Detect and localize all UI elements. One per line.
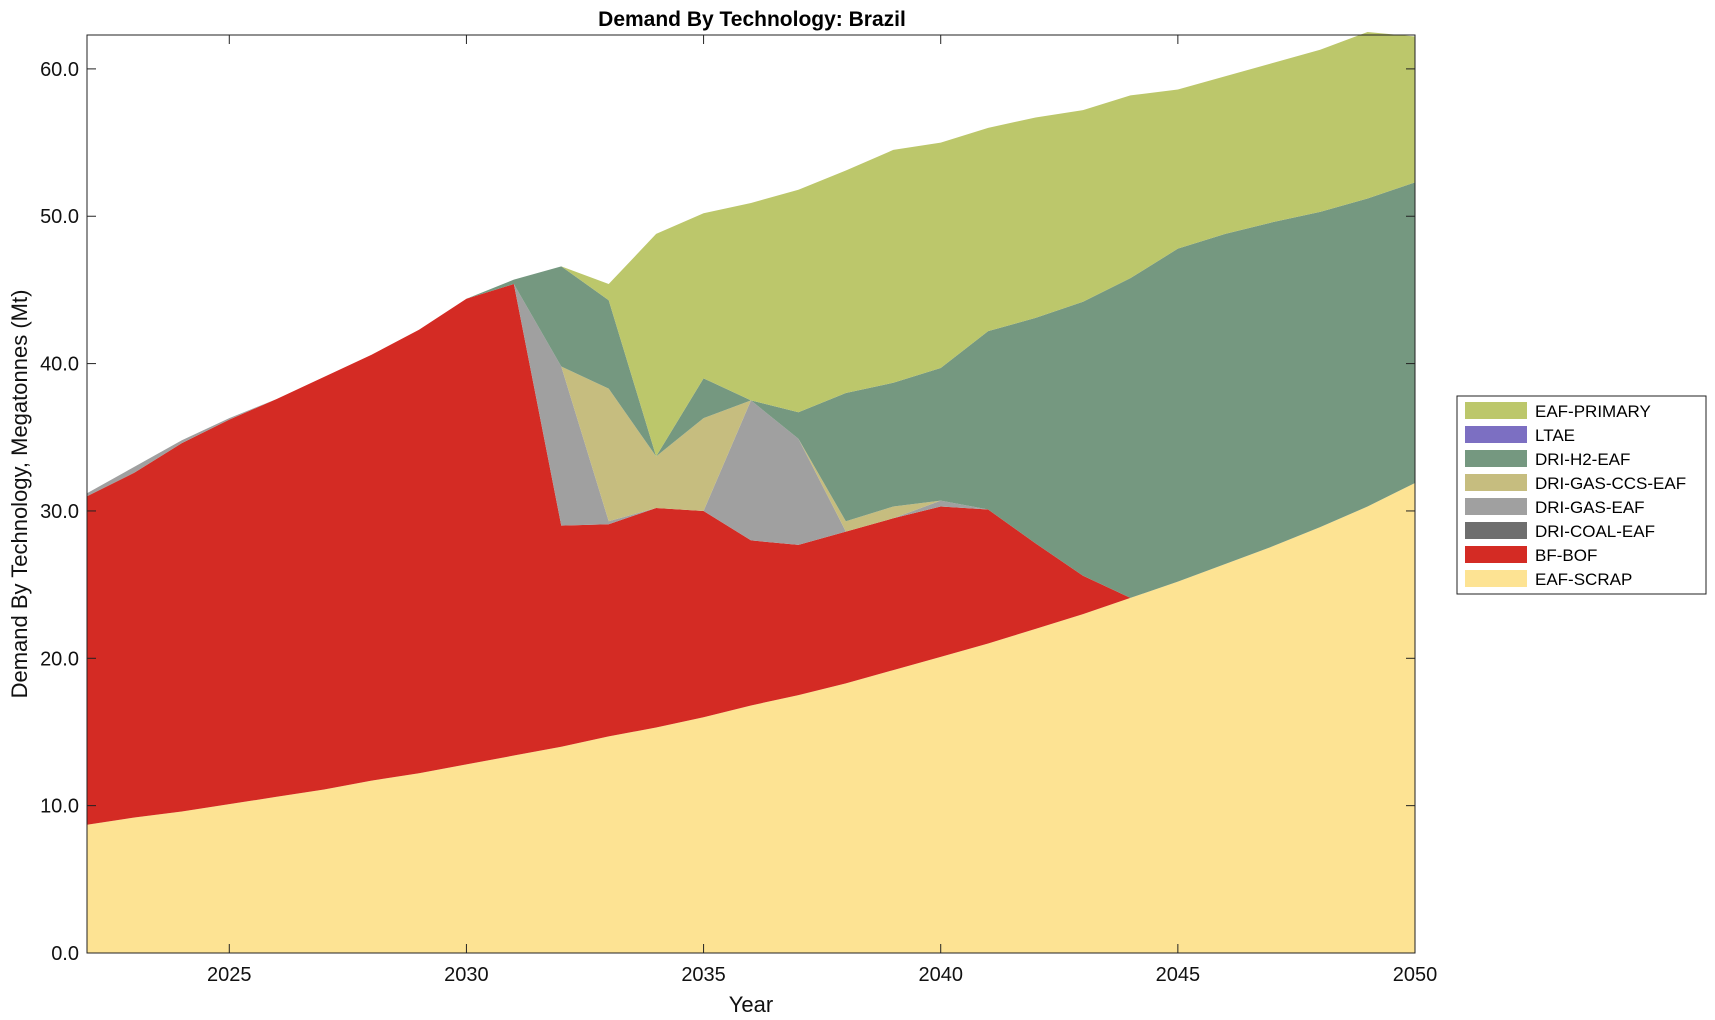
legend-swatch-bf-bof xyxy=(1465,546,1527,563)
legend-item-bf-bof: BF-BOF xyxy=(1465,546,1597,565)
y-tick-label-60: 60.0 xyxy=(40,59,79,81)
legend-item-eaf-scrap: EAF-SCRAP xyxy=(1465,570,1632,589)
plot-frame xyxy=(86,34,1416,954)
y-tick-label-0: 0.0 xyxy=(51,943,79,965)
area-dri-h2-eaf xyxy=(87,182,1415,598)
legend-label-dri-coal-eaf: DRI-COAL-EAF xyxy=(1535,522,1655,541)
legend-label-dri-h2-eaf: DRI-H2-EAF xyxy=(1535,450,1630,469)
legend-label-bf-bof: BF-BOF xyxy=(1535,546,1597,565)
legend-swatch-dri-coal-eaf xyxy=(1465,522,1527,539)
legend-label-eaf-primary: EAF-PRIMARY xyxy=(1535,402,1651,421)
legend-swatch-eaf-scrap xyxy=(1465,570,1527,587)
chart-title: Demand By Technology: Brazil xyxy=(598,8,906,31)
plot-area: 2025 2030 2035 2040 2045 2050 0.0 10.0 20.0 30.0 4… xyxy=(40,32,1437,986)
legend: EAF-PRIMARY LTAE DRI-H2-EAF DRI-GAS-CCS-EAF… xyxy=(1456,395,1707,595)
legend-label-dri-gas-ccs-eaf: DRI-GAS-CCS-EAF xyxy=(1535,474,1686,493)
area-series-group xyxy=(87,32,1415,953)
legend-swatch-eaf-primary xyxy=(1465,402,1527,419)
area-dri-gas-eaf xyxy=(87,284,1415,598)
y-tick-label-10: 10.0 xyxy=(40,796,79,818)
y-axis-title: Demand By Technology, Megatonnes (Mt) xyxy=(7,290,32,699)
legend-item-dri-coal-eaf: DRI-COAL-EAF xyxy=(1465,522,1655,541)
legend-item-dri-gas-ccs-eaf: DRI-GAS-CCS-EAF xyxy=(1465,474,1686,493)
x-tick-label-2045: 2045 xyxy=(1156,964,1201,986)
axis-ticks: 2025 2030 2035 2040 2045 2050 0.0 10.0 20.0 30.0 4… xyxy=(40,35,1437,986)
legend-swatch-dri-h2-eaf xyxy=(1465,450,1527,467)
y-tick-label-40: 40.0 xyxy=(40,354,79,376)
legend-label-dri-gas-eaf: DRI-GAS-EAF xyxy=(1535,498,1645,517)
legend-item-eaf-primary: EAF-PRIMARY xyxy=(1465,402,1651,421)
legend-label-ltae: LTAE xyxy=(1535,426,1575,445)
y-tick-label-50: 50.0 xyxy=(40,206,79,228)
legend-item-dri-gas-eaf: DRI-GAS-EAF xyxy=(1465,498,1645,517)
x-tick-label-2035: 2035 xyxy=(681,964,726,986)
legend-swatch-dri-gas-ccs-eaf xyxy=(1465,474,1527,491)
area-eaf-primary xyxy=(87,32,1415,494)
y-tick-label-20: 20.0 xyxy=(40,648,79,670)
x-tick-label-2040: 2040 xyxy=(918,964,963,986)
legend-label-eaf-scrap: EAF-SCRAP xyxy=(1535,570,1632,589)
legend-swatch-ltae xyxy=(1465,426,1527,443)
legend-swatch-dri-gas-eaf xyxy=(1465,498,1527,515)
x-tick-label-2030: 2030 xyxy=(444,964,489,986)
area-eaf-scrap xyxy=(87,482,1415,953)
legend-item-dri-h2-eaf: DRI-H2-EAF xyxy=(1465,450,1630,469)
x-tick-label-2025: 2025 xyxy=(207,964,252,986)
x-tick-label-2050: 2050 xyxy=(1393,964,1438,986)
legend-item-ltae: LTAE xyxy=(1465,426,1575,445)
y-tick-label-30: 30.0 xyxy=(40,501,79,523)
area-bf-bof xyxy=(87,284,1415,825)
x-axis-title: Year xyxy=(729,992,773,1017)
